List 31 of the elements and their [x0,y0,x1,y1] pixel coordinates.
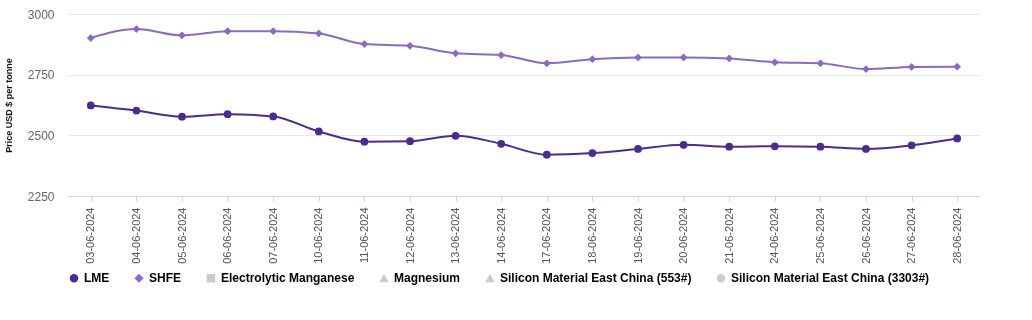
x-tick-label: 27-06-2024 [905,207,918,264]
x-tick-label: 25-06-2024 [813,207,826,264]
y-axis-title: Price USD $ per tonne [3,58,14,153]
legend-label: Electrolytic Manganese [221,271,355,286]
legend-label: SHFE [149,271,182,286]
x-tick-label: 20-06-2024 [677,207,690,264]
x-tick-label: 07-06-2024 [266,207,279,264]
legend-label: Silicon Material East China (553#) [500,271,692,286]
y-tick-label: 2500 [27,128,55,143]
x-tick-label: 05-06-2024 [175,207,188,264]
x-tick-label: 21-06-2024 [722,207,735,264]
x-tick-label: 13-06-2024 [449,207,462,264]
x-tick-label: 10-06-2024 [312,207,325,264]
y-tick-label: 2250 [27,189,55,204]
x-tick-label: 06-06-2024 [221,207,234,264]
x-tick-label: 19-06-2024 [631,207,644,264]
x-tick-label: 14-06-2024 [494,207,507,264]
x-tick-label: 03-06-2024 [84,207,97,264]
x-tick-label: 12-06-2024 [403,207,416,264]
y-tick-label: 3000 [27,7,55,22]
x-tick-label: 11-06-2024 [357,207,370,263]
x-tick-label: 26-06-2024 [859,207,872,264]
legend-label: LME [84,271,110,286]
x-tick-label: 17-06-2024 [540,207,553,264]
x-tick-label: 28-06-2024 [950,207,963,264]
legend-label: Magnesium [394,271,461,286]
y-tick-label: 2750 [27,68,55,83]
legend-label: Silicon Material East China (3303#) [731,271,930,286]
x-tick-label: 18-06-2024 [585,207,598,264]
x-tick-label: 04-06-2024 [129,207,142,264]
x-tick-label: 24-06-2024 [768,207,781,264]
